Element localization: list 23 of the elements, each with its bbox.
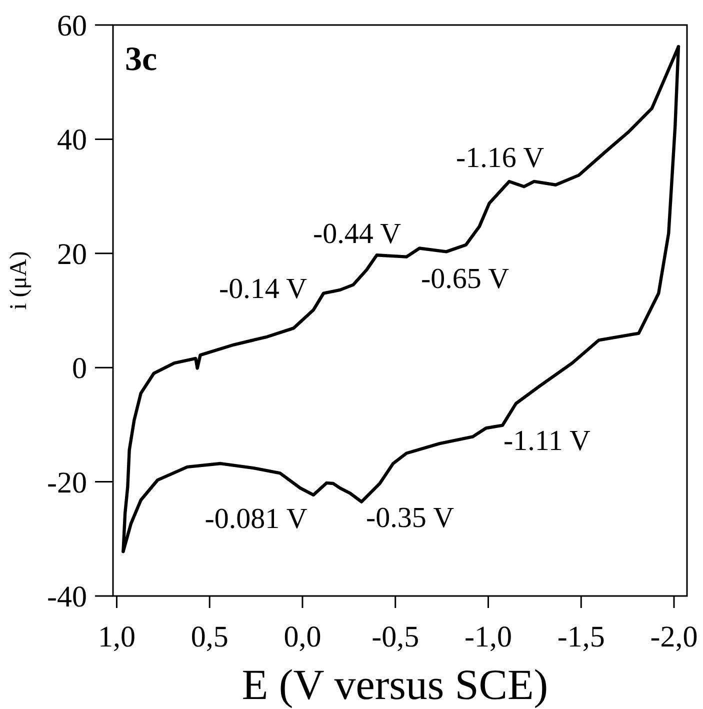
x-axis-title: E (V versus SCE) — [242, 662, 548, 709]
annotation: -0.65 V — [420, 263, 510, 296]
x-tick-label: 1,0 — [98, 620, 136, 654]
y-tick-label: 0 — [72, 352, 87, 386]
annotation: -0.14 V — [218, 273, 308, 306]
x-tick-label: -1,5 — [557, 620, 605, 654]
x-tick-label: 0,5 — [190, 620, 228, 654]
y-tick-label: -20 — [47, 466, 87, 500]
x-tick-label: -0,5 — [372, 620, 420, 654]
y-tick-label: 40 — [57, 124, 87, 157]
annotation: -1.11 V — [504, 425, 591, 458]
annotation: -0.35 V — [366, 502, 454, 534]
annotation: -0.44 V — [312, 218, 402, 250]
y-tick-label: -40 — [47, 580, 87, 614]
annotation: -0.081 V — [204, 503, 308, 536]
annotation: 3c — [125, 40, 158, 78]
y-axis-title: i (μA) — [6, 251, 32, 310]
annotation: -1.16 V — [456, 142, 544, 174]
x-tick-label: 0,0 — [284, 620, 322, 654]
x-tick-label: -1,0 — [464, 620, 512, 654]
x-tick-label: -2,0 — [650, 620, 698, 654]
y-tick-label: 60 — [57, 10, 87, 42]
y-tick-label: 20 — [57, 238, 87, 271]
